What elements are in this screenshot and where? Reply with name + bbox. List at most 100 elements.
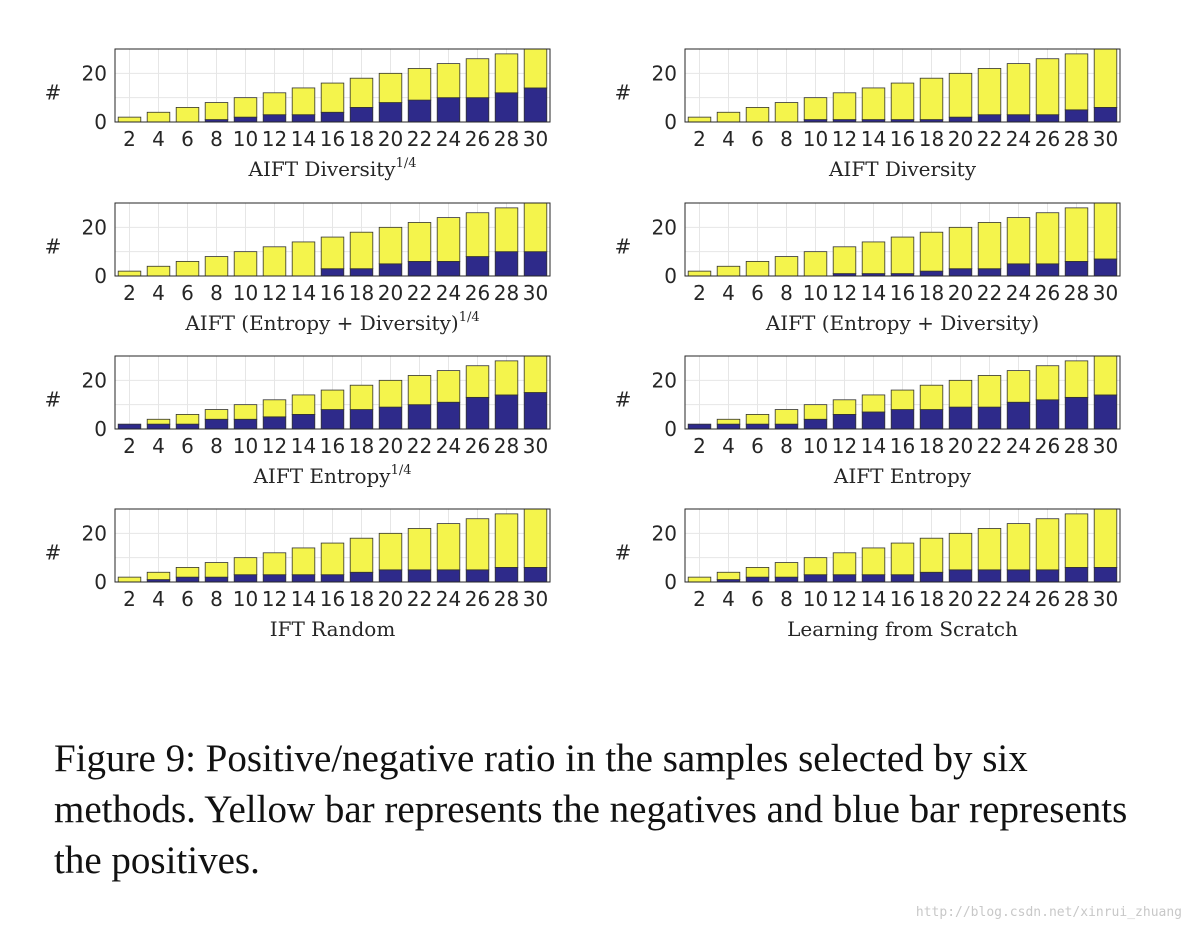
bar-positive-20 (948, 268, 973, 277)
y-tick-label: 20 (652, 61, 677, 85)
bar-negative-26 (465, 518, 490, 571)
bar-negative-16 (320, 236, 345, 270)
bar-negative-30 (523, 508, 548, 568)
bar-negative-20 (948, 72, 973, 118)
x-tick-label: 10 (803, 434, 828, 458)
bar-positive-8 (774, 423, 799, 430)
bar-positive-28 (494, 567, 519, 583)
bar-negative-24 (1006, 370, 1031, 403)
bar-negative-8 (204, 102, 229, 120)
bar-negative-10 (233, 251, 258, 277)
x-tick-label: 8 (780, 587, 793, 611)
x-tick-label: 28 (1064, 587, 1089, 611)
y-tick-label: 20 (82, 521, 107, 545)
axes-frame (684, 508, 1121, 583)
x-axis-label: AIFT Diversity1/4 (248, 156, 417, 181)
bar-positive-26 (1035, 263, 1060, 277)
bar-positive-18 (919, 409, 944, 430)
x-tick-label: 20 (378, 434, 403, 458)
x-tick-label: 2 (693, 587, 706, 611)
x-tick-label: 18 (919, 281, 944, 305)
bar-positive-16 (320, 268, 345, 277)
bar-negative-14 (861, 241, 886, 274)
bar-positive-20 (378, 569, 403, 583)
x-tick-label: 26 (465, 127, 490, 151)
bar-negative-8 (204, 256, 229, 277)
bar-negative-8 (774, 256, 799, 277)
x-tick-label: 28 (494, 587, 519, 611)
x-tick-label: 4 (722, 127, 735, 151)
x-tick-label: 2 (693, 127, 706, 151)
x-tick-label: 26 (465, 587, 490, 611)
bar-positive-20 (378, 406, 403, 430)
axes-frame (684, 48, 1121, 123)
bar-negative-28 (494, 360, 519, 396)
bar-negative-8 (204, 562, 229, 578)
x-tick-label: 22 (977, 281, 1002, 305)
x-tick-label: 24 (436, 587, 461, 611)
bar-negative-26 (1035, 212, 1060, 265)
bar-negative-16 (890, 542, 915, 576)
bar-negative-4 (716, 418, 741, 425)
x-axis-label-superscript: 1/4 (396, 156, 417, 171)
bar-negative-12 (262, 399, 287, 418)
bar-negative-10 (233, 404, 258, 420)
y-tick-label: 20 (652, 521, 677, 545)
x-tick-label: 16 (320, 127, 345, 151)
bar-negative-28 (1064, 53, 1089, 111)
bar-negative-20 (378, 532, 403, 571)
bar-positive-12 (832, 574, 857, 583)
bar-negative-26 (1035, 365, 1060, 401)
x-tick-label: 26 (465, 281, 490, 305)
bar-negative-2 (117, 270, 142, 277)
x-tick-label: 2 (123, 127, 136, 151)
x-tick-label: 16 (890, 434, 915, 458)
y-tick-label: 20 (82, 215, 107, 239)
y-tick-label: 0 (94, 264, 107, 288)
x-tick-label: 6 (181, 587, 194, 611)
bar-negative-12 (262, 246, 287, 277)
bar-negative-28 (1064, 207, 1089, 262)
bar-positive-20 (378, 102, 403, 123)
bar-negative-18 (919, 537, 944, 573)
bar-positive-12 (262, 416, 287, 430)
bar-negative-24 (1006, 217, 1031, 265)
x-tick-label: 26 (1035, 587, 1060, 611)
bar-positive-12 (262, 574, 287, 583)
bar-positive-14 (861, 411, 886, 430)
bar-positive-26 (1035, 399, 1060, 430)
bar-positive-18 (919, 571, 944, 583)
x-tick-label: 30 (1093, 281, 1118, 305)
x-tick-label: 22 (407, 127, 432, 151)
bar-positive-2 (117, 423, 142, 430)
y-axis-label: # (45, 388, 62, 412)
bar-negative-20 (378, 226, 403, 265)
bar-negative-26 (1035, 58, 1060, 116)
x-tick-label: 14 (861, 127, 886, 151)
y-tick-label: 0 (94, 110, 107, 134)
bar-positive-6 (745, 423, 770, 430)
x-tick-label: 24 (1006, 434, 1031, 458)
x-tick-label: 8 (210, 127, 223, 151)
x-tick-label: 30 (1093, 434, 1118, 458)
bar-positive-26 (465, 97, 490, 123)
x-tick-label: 14 (291, 127, 316, 151)
bar-negative-10 (803, 404, 828, 420)
x-tick-label: 4 (152, 281, 165, 305)
x-tick-label: 26 (1035, 281, 1060, 305)
bar-positive-24 (436, 401, 461, 430)
bar-negative-26 (465, 58, 490, 99)
bar-positive-28 (1064, 567, 1089, 583)
bar-negative-6 (745, 260, 770, 277)
bar-positive-26 (1035, 114, 1060, 123)
bar-negative-4 (146, 571, 171, 580)
bar-positive-10 (233, 418, 258, 430)
axes-frame (114, 355, 551, 430)
x-tick-label: 4 (152, 434, 165, 458)
bar-negative-12 (832, 92, 857, 120)
bar-positive-22 (407, 569, 432, 583)
bar-negative-22 (977, 528, 1002, 571)
bar-positive-16 (320, 409, 345, 430)
